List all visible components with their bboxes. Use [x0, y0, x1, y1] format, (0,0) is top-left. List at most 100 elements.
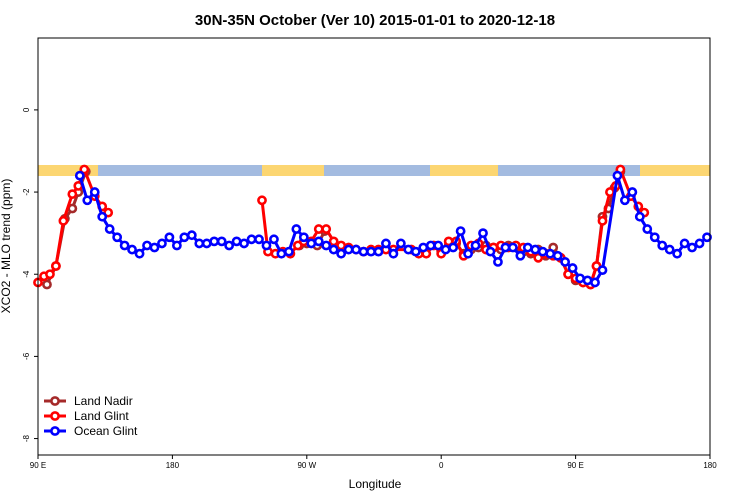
data-point: [134, 248, 145, 259]
data-point: [522, 242, 533, 253]
legend-marker: [50, 411, 60, 421]
data-point: [104, 224, 115, 234]
land-mask-strip: [38, 165, 710, 176]
data-point: [231, 236, 242, 247]
data-point: [597, 215, 608, 226]
data-point: [254, 234, 264, 245]
data-point: [261, 240, 272, 251]
data-point: [216, 236, 227, 247]
plot-border: [37, 37, 711, 456]
data-point: [224, 240, 235, 251]
x-axis-label: Longitude: [349, 477, 402, 491]
data-point: [79, 164, 90, 175]
data-point: [67, 189, 78, 200]
x-tick-label: 180: [703, 461, 717, 470]
data-point: [201, 238, 212, 249]
data-point: [672, 248, 683, 259]
x-tick-label: 180: [166, 461, 180, 470]
data-point: [605, 187, 615, 197]
data-point: [395, 238, 406, 249]
x-tick-label: 0: [439, 461, 444, 470]
data-point: [82, 195, 93, 206]
data-point: [560, 257, 571, 267]
data-point: [119, 240, 130, 251]
data-point: [552, 250, 563, 261]
y-tick-label: -2: [22, 188, 31, 196]
data-point: [575, 273, 585, 284]
data-point: [45, 269, 55, 280]
data-point: [597, 265, 608, 276]
data-point: [634, 211, 645, 222]
data-point: [171, 240, 182, 251]
data-point: [388, 248, 399, 259]
data-point: [112, 232, 123, 243]
data-point: [649, 232, 660, 243]
data-point: [298, 232, 309, 243]
data-point: [425, 240, 436, 251]
data-point: [239, 238, 249, 249]
data-point: [74, 170, 85, 181]
data-point: [590, 277, 600, 288]
data-point: [97, 211, 108, 222]
chart-title: 30N-35N October (Ver 10) 2015-01-01 to 2…: [195, 12, 555, 29]
x-tick-label: 90 E: [30, 461, 46, 470]
data-point: [283, 246, 294, 257]
data-point: [336, 240, 347, 251]
data-point: [642, 224, 653, 234]
data-point: [313, 224, 324, 234]
data-point: [351, 244, 361, 255]
data-point: [702, 232, 712, 243]
data-point: [321, 224, 332, 234]
data-point: [507, 242, 518, 253]
y-tick-label: 0: [22, 107, 31, 112]
y-tick-label: -6: [22, 352, 31, 360]
data-point: [89, 187, 100, 197]
data-point: [157, 238, 167, 249]
data-point: [328, 236, 339, 247]
data-point: [533, 252, 544, 263]
data-point: [313, 236, 324, 247]
data-point: [440, 244, 451, 255]
data-point: [478, 228, 488, 239]
y-tick-label: -4: [22, 270, 31, 278]
data-point: [679, 238, 690, 249]
data-point: [433, 240, 444, 251]
data-point: [194, 238, 205, 249]
x-tick-label: 90 E: [567, 461, 583, 470]
data-point: [530, 244, 541, 255]
data-point: [366, 246, 376, 257]
data-point: [493, 257, 503, 267]
data-point: [515, 250, 526, 261]
data-point: [694, 238, 705, 249]
data-point: [164, 232, 175, 243]
data-point: [257, 195, 267, 206]
data-point: [619, 195, 630, 206]
data-point: [328, 244, 339, 255]
data-point: [582, 275, 593, 286]
data-point: [455, 226, 466, 236]
data-point: [664, 244, 675, 255]
data-point: [269, 234, 279, 245]
data-point: [567, 263, 578, 273]
data-point: [179, 232, 190, 243]
data-point: [358, 246, 369, 257]
data-point: [186, 230, 197, 241]
y-axis-label: XCO2 - MLO trend (ppm): [0, 179, 13, 314]
data-point: [687, 242, 697, 253]
data-point: [142, 240, 152, 251]
legend-label: Ocean Glint: [74, 424, 138, 438]
data-point: [485, 246, 496, 257]
legend-marker: [50, 396, 60, 406]
data-point: [373, 246, 384, 257]
data-point: [291, 224, 302, 234]
data-point: [276, 248, 287, 259]
data-point: [149, 242, 160, 253]
data-point: [537, 246, 548, 257]
data-point: [51, 261, 61, 271]
legend-label: Land Nadir: [74, 394, 133, 408]
data-point: [448, 242, 459, 253]
data-point: [246, 234, 257, 245]
data-point: [545, 248, 556, 259]
data-point: [58, 215, 69, 226]
